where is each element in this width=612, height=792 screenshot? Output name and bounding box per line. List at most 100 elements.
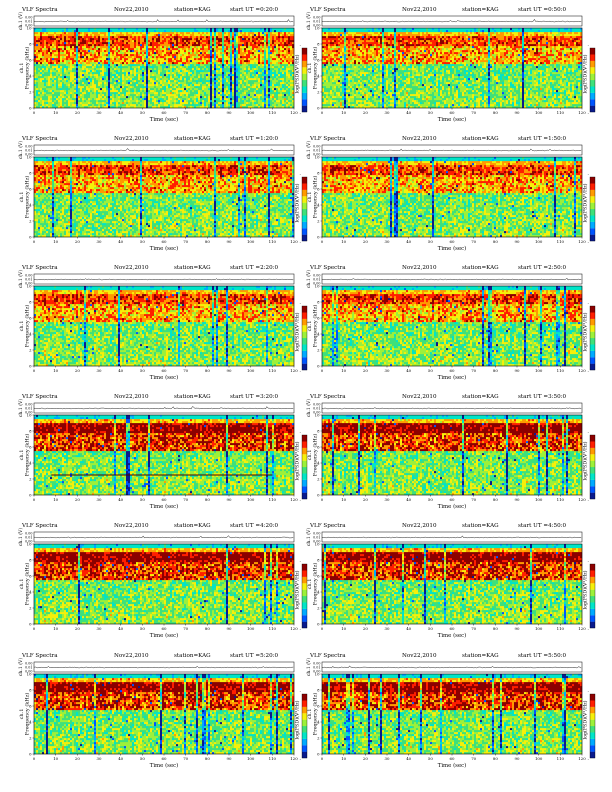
- time-tick-label: 30: [97, 368, 102, 373]
- time-tick-label: 40: [118, 497, 123, 502]
- panel-svg: VLF Spectra Nov22,2010 station=KAG start UT…: [306, 391, 598, 517]
- colorbar-tick-bottom: -: [588, 757, 590, 762]
- time-tick-label: 60: [450, 239, 455, 244]
- time-tick-label: 60: [450, 626, 455, 631]
- time-tick-label: 0: [321, 756, 324, 761]
- freq-tick-label: 10: [27, 541, 32, 546]
- colorbar-tick-top: -: [300, 172, 302, 177]
- time-tick-label: 30: [97, 756, 102, 761]
- spectrogram-heatmap: [34, 674, 294, 754]
- time-tick-label: 60: [162, 110, 167, 115]
- freq-tick-label: 8: [317, 557, 320, 562]
- time-tick-label: 80: [205, 756, 210, 761]
- colorbar-tick-bottom: -: [300, 757, 302, 762]
- time-tick-label: 70: [471, 497, 476, 502]
- panel-station: station=KAG: [174, 7, 211, 13]
- freq-axis-label: Frequency (kHz): [312, 305, 319, 348]
- trace-frame: [322, 662, 582, 672]
- channel-trace: [34, 20, 293, 22]
- spectrogram-panel: VLF Spectra Nov22,2010 station=KAG start UT…: [306, 262, 598, 388]
- time-tick-label: 20: [363, 626, 368, 631]
- freq-tick-label: 0: [29, 751, 32, 756]
- time-tick-label: 0: [33, 110, 36, 115]
- colorbar-label: log(PSD)(V²/Hz): [294, 183, 301, 222]
- time-tick-label: 50: [140, 497, 145, 502]
- time-tick-label: 90: [227, 368, 232, 373]
- ch-axis-label: ch.1 (V): [17, 12, 24, 30]
- time-axis-label: Time (sec): [150, 632, 179, 639]
- time-tick-label: 50: [140, 110, 145, 115]
- time-tick-label: 30: [385, 626, 390, 631]
- spectrogram-panel: VLF Spectra Nov22,2010 station=KAG start UT…: [18, 391, 310, 517]
- colorbar-tick-bottom: -: [588, 111, 590, 116]
- colorbar-tick-top: -: [588, 43, 590, 48]
- time-tick-label: 50: [428, 756, 433, 761]
- panel-svg: VLF Spectra Nov22,2010 station=KAG start UT…: [306, 4, 598, 130]
- time-tick-label: 20: [75, 368, 80, 373]
- time-axis-label: Time (sec): [438, 116, 467, 123]
- time-tick-label: 50: [428, 497, 433, 502]
- freq-tick-label: 8: [29, 41, 32, 46]
- time-tick-label: 40: [406, 368, 411, 373]
- channel-trace: [34, 407, 293, 409]
- panel-svg: VLF Spectra Nov22,2010 station=KAG start UT…: [306, 520, 598, 646]
- panel-date: Nov22,2010: [114, 265, 149, 271]
- time-tick-label: 120: [290, 239, 298, 244]
- time-tick-label: 70: [471, 368, 476, 373]
- time-tick-label: 80: [493, 497, 498, 502]
- time-tick-label: 0: [321, 239, 324, 244]
- time-tick-label: 100: [535, 239, 543, 244]
- spectrogram-panel: VLF Spectra Nov22,2010 station=KAG start UT…: [18, 262, 310, 388]
- time-tick-label: 10: [53, 497, 58, 502]
- time-tick-label: 110: [557, 368, 565, 373]
- colorbar: [590, 694, 595, 758]
- panel-title: VLF Spectra: [21, 265, 58, 271]
- time-tick-label: 10: [53, 756, 58, 761]
- time-tick-label: 20: [75, 626, 80, 631]
- time-tick-label: 20: [75, 756, 80, 761]
- time-tick-label: 10: [53, 110, 58, 115]
- trace-frame: [322, 274, 582, 284]
- colorbar: [590, 306, 595, 370]
- spectrogram-heatmap: [322, 415, 582, 495]
- time-tick-label: 70: [183, 497, 188, 502]
- spectrogram-panel: VLF Spectra Nov22,2010 station=KAG start UT…: [306, 133, 598, 259]
- freq-axis-label: Frequency (kHz): [24, 176, 31, 219]
- time-tick-label: 60: [162, 497, 167, 502]
- panel-date: Nov22,2010: [114, 136, 149, 142]
- panel-title: VLF Spectra: [21, 136, 58, 142]
- time-tick-label: 120: [290, 110, 298, 115]
- ch-axis-label: ch.1 (V): [305, 399, 312, 417]
- time-tick-label: 10: [53, 368, 58, 373]
- time-tick-label: 0: [321, 110, 324, 115]
- panel-date: Nov22,2010: [402, 653, 437, 659]
- ch-axis-label: ch.1 (V): [17, 658, 24, 676]
- colorbar-tick-top: -: [588, 301, 590, 306]
- freq-axis-label: Frequency (kHz): [24, 305, 31, 348]
- spectrogram-heatmap: [34, 28, 294, 108]
- freq-tick-label: 8: [29, 687, 32, 692]
- freq-axis-label: Frequency (kHz): [24, 563, 31, 606]
- time-tick-label: 60: [450, 497, 455, 502]
- time-tick-label: 110: [269, 368, 277, 373]
- time-tick-label: 10: [341, 497, 346, 502]
- spectrogram-panel: VLF Spectra Nov22,2010 station=KAG start UT…: [18, 520, 310, 646]
- time-tick-label: 20: [363, 756, 368, 761]
- time-tick-label: 50: [140, 756, 145, 761]
- time-tick-label: 70: [183, 756, 188, 761]
- colorbar-tick-top: -: [300, 301, 302, 306]
- colorbar-label: log(PSD)(V²/Hz): [294, 54, 301, 93]
- colorbar-tick-top: -: [588, 559, 590, 564]
- panel-start-ut: start UT =0:20:0: [230, 7, 279, 13]
- freq-tick-label: 8: [317, 428, 320, 433]
- colorbar-tick-bottom: -: [300, 369, 302, 374]
- colorbar-tick-top: -: [300, 43, 302, 48]
- time-axis-label: Time (sec): [438, 374, 467, 381]
- ch-axis-label: ch.1 (V): [17, 141, 24, 159]
- trace-frame: [322, 403, 582, 413]
- ch-axis-label: ch.1 (V): [17, 399, 24, 417]
- colorbar-label: log(PSD)(V²/Hz): [582, 570, 589, 609]
- spectrogram-heatmap: [322, 544, 582, 624]
- panel-date: Nov22,2010: [402, 394, 437, 400]
- panel-svg: VLF Spectra Nov22,2010 station=KAG start UT…: [18, 391, 310, 517]
